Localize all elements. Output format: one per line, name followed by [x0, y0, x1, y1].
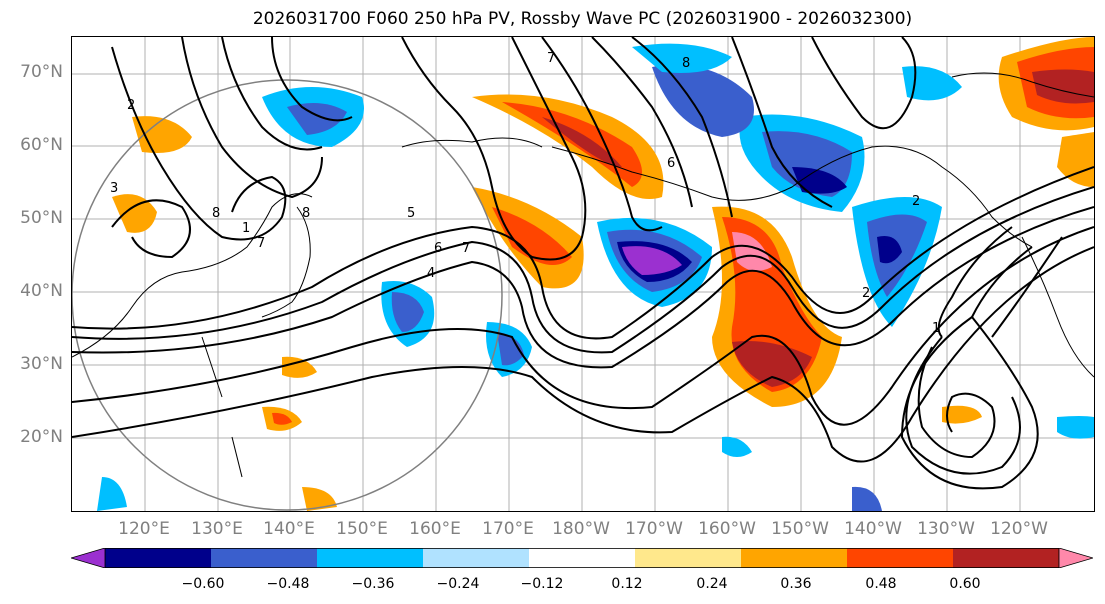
colorbar-cell	[211, 548, 318, 568]
contour-label: 5	[407, 206, 415, 221]
colorbar-cell	[529, 548, 636, 568]
pv-contours	[72, 37, 1094, 490]
lat-label: 70°N	[20, 62, 63, 82]
lon-label: 170°W	[625, 519, 683, 539]
colorbar-cell	[635, 548, 742, 568]
lon-label: 180°W	[552, 519, 610, 539]
contour-label: 1	[242, 221, 250, 236]
contour-label: 7	[462, 241, 470, 256]
contour-label: 1	[932, 321, 940, 336]
colorbar-tick: 0.48	[865, 576, 897, 592]
contour-label: 2	[127, 98, 135, 113]
lon-label: 130°W	[917, 519, 975, 539]
colorbar-tick: 0.24	[696, 576, 728, 592]
contour-label: 6	[667, 156, 675, 171]
map-panel[interactable]: 2 8 7 8 5 6 7 7 8 6 2 1 3 4 2 1	[71, 36, 1095, 512]
lat-label: 60°N	[20, 135, 63, 155]
contour-label: 7	[257, 236, 265, 251]
contour-label: 6	[434, 241, 442, 256]
pv-map: 2 8 7 8 5 6 7 7 8 6 2 1 3 4 2 1	[72, 37, 1094, 511]
map-title: 2026031700 F060 250 hPa PV, Rossby Wave …	[252, 9, 913, 29]
contour-label: 2	[862, 286, 870, 301]
lat-label: 50°N	[20, 208, 63, 228]
lat-label: 40°N	[20, 281, 63, 301]
colorbar-tick: 0.36	[780, 576, 812, 592]
colorbar-cell	[847, 548, 954, 568]
lon-label: 120°E	[118, 519, 170, 539]
contour-label: 8	[302, 206, 310, 221]
contour-label: 2	[912, 194, 920, 209]
colorbar-tick: 0.60	[949, 576, 981, 592]
lon-label: 130°E	[191, 519, 243, 539]
contour-label: 4	[427, 266, 435, 281]
colorbar-tick: −0.48	[266, 576, 310, 592]
colorbar-tick: −0.36	[351, 576, 395, 592]
colorbar	[71, 548, 1093, 568]
lon-label: 160°W	[698, 519, 756, 539]
colorbar-cells	[104, 548, 1060, 568]
lon-label: 140°W	[844, 519, 902, 539]
lon-label: 140°E	[263, 519, 315, 539]
colorbar-extend-left	[71, 548, 106, 568]
colorbar-cell	[105, 548, 212, 568]
colorbar-tick: −0.24	[436, 576, 480, 592]
contour-label-group: 2 8 7 8 5 6 7 7 8 6 2 1 3 4 2 1	[110, 51, 940, 336]
coastlines	[72, 72, 1094, 478]
lat-label: 30°N	[20, 354, 63, 374]
colorbar-cell	[741, 548, 848, 568]
contour-label: 7	[547, 51, 555, 66]
pv-shading	[97, 37, 1094, 511]
colorbar-cell	[953, 548, 1060, 568]
colorbar-tick: 0.12	[611, 576, 643, 592]
lon-label: 150°E	[336, 519, 388, 539]
reference-circle	[72, 79, 503, 511]
contour-label: 3	[110, 181, 118, 196]
contour-label: 8	[212, 206, 220, 221]
colorbar-tick: −0.60	[181, 576, 225, 592]
lon-label: 150°W	[771, 519, 829, 539]
lon-label: 170°E	[482, 519, 534, 539]
lon-label: 160°E	[409, 519, 461, 539]
colorbar-tick: −0.12	[520, 576, 564, 592]
colorbar-cell	[317, 548, 424, 568]
lat-label: 20°N	[20, 427, 63, 447]
colorbar-extend-right	[1058, 548, 1093, 568]
lon-label: 120°W	[990, 519, 1048, 539]
colorbar-cell	[423, 548, 530, 568]
contour-label: 8	[682, 56, 690, 71]
